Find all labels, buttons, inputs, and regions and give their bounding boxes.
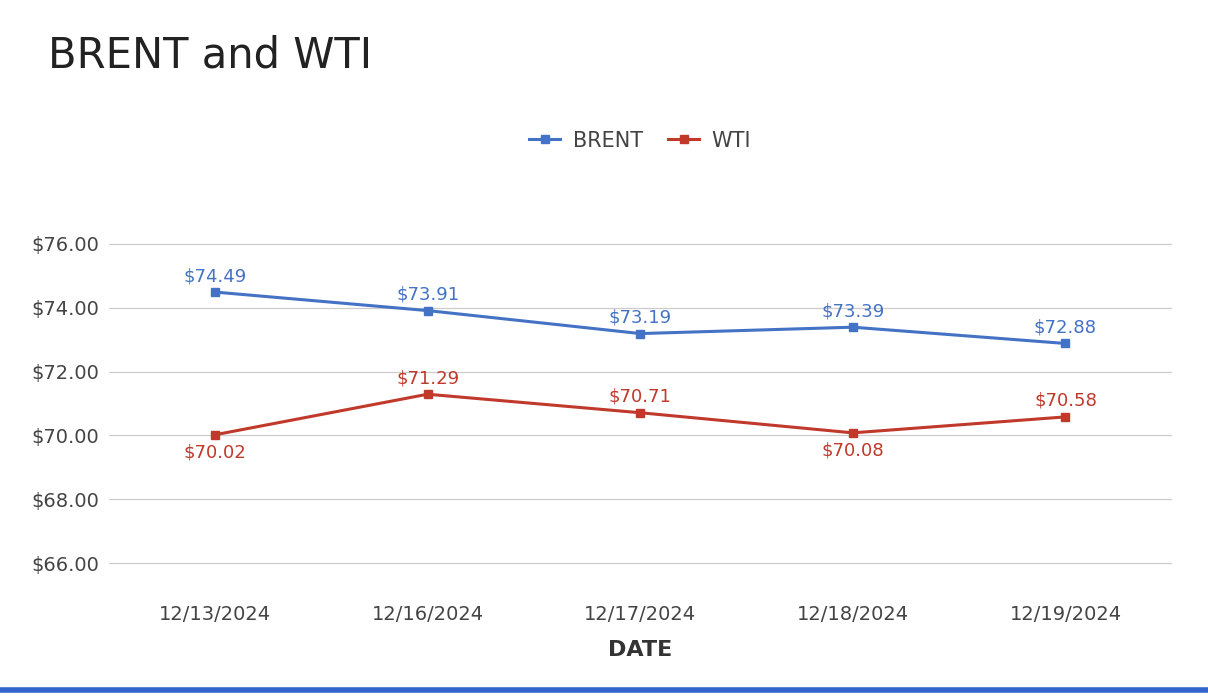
- Text: $73.19: $73.19: [609, 309, 672, 327]
- BRENT: [208, 288, 222, 296]
- WTI: [846, 428, 860, 437]
- WTI: [208, 430, 222, 439]
- BRENT: [633, 330, 647, 338]
- Text: $70.71: $70.71: [609, 388, 672, 406]
- Line: BRENT: BRENT: [211, 288, 1069, 348]
- Text: $70.08: $70.08: [821, 442, 884, 460]
- WTI: [633, 409, 647, 417]
- Text: $71.29: $71.29: [396, 369, 459, 387]
- Text: $70.02: $70.02: [184, 444, 246, 462]
- WTI: [420, 390, 435, 398]
- Text: $72.88: $72.88: [1034, 318, 1097, 337]
- BRENT: [420, 307, 435, 315]
- Text: $74.49: $74.49: [184, 267, 246, 285]
- BRENT: [846, 323, 860, 331]
- WTI: [1058, 413, 1073, 421]
- Text: $73.39: $73.39: [821, 302, 884, 320]
- X-axis label: DATE: DATE: [608, 640, 673, 660]
- Text: BRENT and WTI: BRENT and WTI: [48, 35, 372, 77]
- Text: $70.58: $70.58: [1034, 392, 1097, 410]
- BRENT: [1058, 340, 1073, 348]
- Legend: BRENT, WTI: BRENT, WTI: [521, 122, 760, 160]
- Line: WTI: WTI: [211, 390, 1069, 439]
- Text: $73.91: $73.91: [396, 286, 459, 304]
